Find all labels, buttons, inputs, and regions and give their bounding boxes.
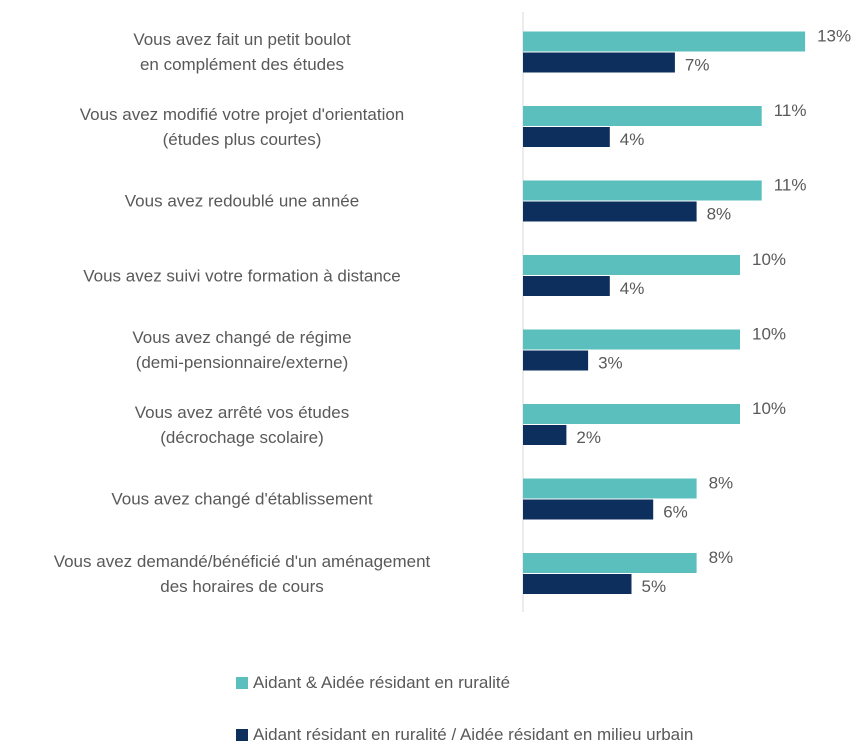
value-label: 13% xyxy=(817,26,851,45)
value-label: 3% xyxy=(598,353,623,372)
category-label: Vous avez changé d'établissement xyxy=(111,489,373,509)
legend-label: Aidant résidant en ruralité / Aidée rési… xyxy=(253,725,694,744)
value-label: 5% xyxy=(642,577,667,596)
bar xyxy=(523,31,806,52)
value-label: 10% xyxy=(752,324,786,343)
value-label: 2% xyxy=(576,428,601,447)
value-label: 11% xyxy=(774,175,807,194)
bar xyxy=(523,574,632,594)
legend-swatch xyxy=(236,677,248,689)
value-label: 8% xyxy=(707,204,732,223)
bar xyxy=(523,553,697,573)
bar xyxy=(523,499,654,520)
legend-label: Aidant & Aidée résidant en ruralité xyxy=(253,673,511,692)
category-label: Vous avez changé de régime (demi-pension… xyxy=(132,328,352,372)
bar xyxy=(523,127,610,147)
legend-item: Aidant résidant en ruralité / Aidée rési… xyxy=(236,725,693,744)
legend-item: Aidant & Aidée résidant en ruralité xyxy=(236,673,510,693)
bar xyxy=(523,425,567,445)
bar xyxy=(523,201,697,222)
value-label: 4% xyxy=(620,130,645,149)
bar xyxy=(523,478,697,499)
value-label: 10% xyxy=(752,250,786,269)
category-label: Vous avez arrêté vos études (décrochage … xyxy=(134,402,350,447)
bar xyxy=(523,276,610,296)
bar xyxy=(523,52,675,73)
value-label: 8% xyxy=(709,548,734,567)
legend-swatch xyxy=(236,729,248,741)
category-label: Vous avez redoublé une année xyxy=(124,191,360,211)
value-label: 7% xyxy=(685,55,710,74)
bar xyxy=(523,404,740,424)
category-label: Vous avez demandé/bénéficié d'un aménage… xyxy=(53,551,431,596)
bar xyxy=(523,329,740,350)
bar xyxy=(523,106,762,126)
category-label: Vous avez fait un petit boulot en complé… xyxy=(133,30,351,74)
bar xyxy=(523,255,740,275)
bar xyxy=(523,350,589,371)
category-label: Vous avez suivi votre formation à distan… xyxy=(83,266,401,285)
value-label: 8% xyxy=(709,473,734,492)
value-label: 11% xyxy=(774,101,807,120)
value-label: 10% xyxy=(752,399,786,418)
bar xyxy=(523,180,762,201)
value-label: 6% xyxy=(663,502,688,521)
category-label: Vous avez modifié votre projet d'orienta… xyxy=(79,104,405,149)
value-label: 4% xyxy=(620,279,645,298)
